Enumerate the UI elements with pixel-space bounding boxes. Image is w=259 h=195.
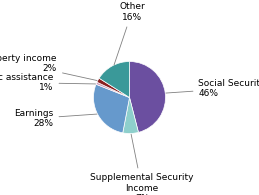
Text: Property income
2%: Property income 2% [0,54,97,81]
Wedge shape [96,82,130,98]
Wedge shape [123,98,139,134]
Wedge shape [93,84,130,133]
Text: Other
16%: Other 16% [114,2,145,65]
Text: Public assistance
1%: Public assistance 1% [0,73,96,92]
Text: Social Security
46%: Social Security 46% [166,79,259,98]
Text: Earnings
28%: Earnings 28% [14,109,97,128]
Wedge shape [97,78,130,98]
Wedge shape [99,61,130,98]
Text: Supplemental Security
Income
7%: Supplemental Security Income 7% [90,134,194,195]
Wedge shape [130,61,166,132]
